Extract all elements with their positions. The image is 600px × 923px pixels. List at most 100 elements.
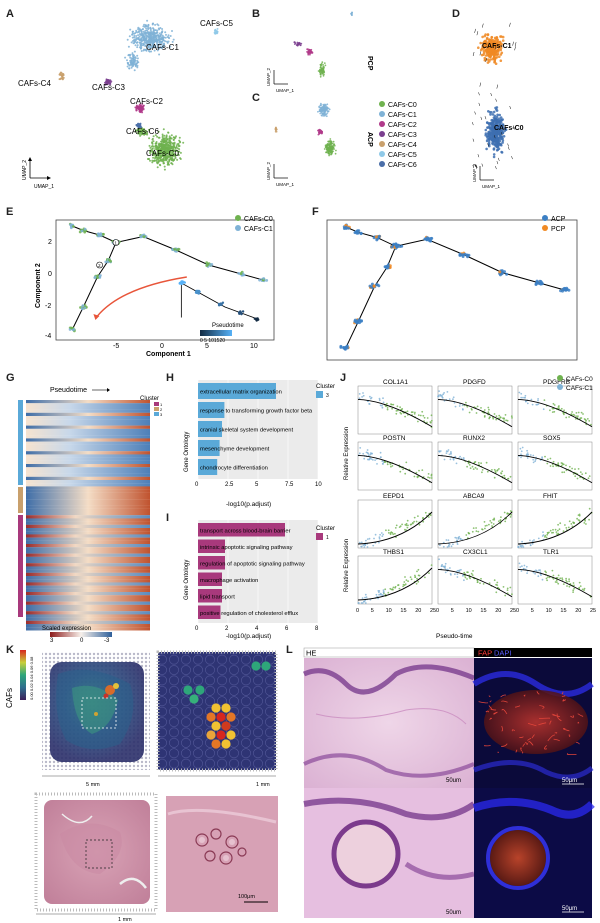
gene-point xyxy=(449,567,451,569)
gene-point xyxy=(375,593,378,596)
gene-point xyxy=(557,462,560,465)
umap-point-c1 xyxy=(140,38,143,40)
gene-point xyxy=(563,409,565,412)
velocity-point-c1 xyxy=(485,37,489,41)
gene-point xyxy=(480,577,482,580)
heatmap-row xyxy=(26,540,150,545)
gene-point xyxy=(545,577,548,580)
trajectory-e-point xyxy=(96,232,100,236)
umap-point-c0 xyxy=(170,137,173,140)
velocity-point-c1 xyxy=(493,60,496,63)
velocity-arrow xyxy=(511,156,513,160)
go-term-label: chondrocyte differentiation xyxy=(200,466,268,472)
gene-point xyxy=(456,576,459,578)
velocity-arrow xyxy=(474,28,476,33)
umap-point-c1 xyxy=(130,61,133,63)
velocity-arrow xyxy=(478,92,480,96)
umap-point-c0 xyxy=(148,137,151,140)
gene-point xyxy=(443,458,446,461)
umap-point-acp xyxy=(328,154,330,157)
umap-point-c1 xyxy=(139,43,142,46)
gene-xtick: 0 xyxy=(516,608,519,614)
gene-point xyxy=(426,421,428,424)
umap-point-pcp xyxy=(309,53,311,56)
gene-point xyxy=(531,403,534,406)
gene-point xyxy=(455,462,458,465)
gene-point xyxy=(442,393,445,396)
velocity-arrow xyxy=(477,154,480,158)
umap-legend-label: CAFs-C6 xyxy=(388,162,417,169)
umap-point-c0 xyxy=(174,149,177,152)
umap-point-c2 xyxy=(136,105,139,108)
gene-point xyxy=(471,530,474,533)
gene-trend-line xyxy=(517,568,593,598)
spatial-hex-spot xyxy=(251,661,261,671)
umap-point-c1 xyxy=(147,27,149,30)
gene-point xyxy=(454,573,456,576)
umap-point-c0 xyxy=(171,151,174,154)
gene-point xyxy=(426,417,429,419)
spatial-k-scale-c: 1 mm xyxy=(118,917,132,923)
go-i-xlabel: -log10(p.adjust) xyxy=(226,633,271,640)
gene-j-xlabel: Pseudo-time xyxy=(436,633,473,640)
umap-point-c1 xyxy=(151,23,154,26)
pseudotime-point xyxy=(183,281,186,284)
umap-point-c1 xyxy=(153,32,155,35)
go-xtick: 5 xyxy=(255,482,259,488)
umap-point-pcp xyxy=(322,74,325,77)
umap-point-c1 xyxy=(137,34,140,37)
umap-point-c0 xyxy=(154,156,157,159)
umap-point-c0 xyxy=(159,158,162,161)
gene-point xyxy=(367,454,370,457)
go-term-label: extracellular matrix organization xyxy=(200,390,282,396)
umap-a-label-c2: CAFs-C2 xyxy=(130,97,163,106)
gene-point xyxy=(418,469,420,472)
gene-point xyxy=(506,419,509,422)
gene-point xyxy=(414,411,416,414)
trajectory-e-point xyxy=(109,259,112,263)
heatmap-row xyxy=(26,464,150,468)
gene-point xyxy=(523,567,525,570)
heatmap-row xyxy=(26,476,150,481)
umap-point-c1 xyxy=(161,34,164,37)
gene-point xyxy=(444,565,447,568)
gene-point xyxy=(520,546,523,548)
umap-c-ylabel: UMAP_2 xyxy=(266,161,271,180)
gene-xtick: 15 xyxy=(480,608,486,614)
gene-point xyxy=(376,463,378,465)
umap-legend-label: CAFs-C4 xyxy=(388,142,417,149)
velocity-point-c1 xyxy=(494,38,497,41)
velocity-point-c0 xyxy=(497,141,500,145)
trajectory-f-point xyxy=(498,270,502,274)
gene-point xyxy=(555,579,558,582)
gene-point xyxy=(454,536,457,539)
umap-point-c0 xyxy=(152,140,155,143)
gene-point xyxy=(568,520,571,523)
gene-point xyxy=(583,589,585,591)
umap-point-c1 xyxy=(155,32,158,35)
gene-point xyxy=(429,421,432,424)
umap-point-c0 xyxy=(148,144,151,147)
gene-point xyxy=(402,585,404,588)
umap-point-pcp xyxy=(324,64,327,67)
heatmap-row xyxy=(26,435,150,439)
umap-point-c3 xyxy=(109,79,112,82)
gene-point xyxy=(506,512,509,515)
fap-fiber xyxy=(547,734,556,742)
umap-point-c0 xyxy=(168,149,171,152)
svg-text:3: 3 xyxy=(326,393,329,399)
fap-fiber xyxy=(500,694,507,698)
go-xtick: 7.5 xyxy=(285,482,294,488)
umap-point-c1 xyxy=(159,35,162,38)
gene-point xyxy=(424,576,426,579)
gene-point xyxy=(577,468,580,470)
velocity-arrow xyxy=(476,31,479,36)
gene-point xyxy=(378,399,381,402)
go-bar xyxy=(198,589,222,603)
gene-point xyxy=(405,522,408,525)
fap-fiber xyxy=(556,713,562,722)
gene-point xyxy=(520,392,523,395)
trajectory-e-point xyxy=(258,278,261,282)
trajectory-f-path xyxy=(345,226,397,247)
umap-point-c4 xyxy=(59,71,62,74)
